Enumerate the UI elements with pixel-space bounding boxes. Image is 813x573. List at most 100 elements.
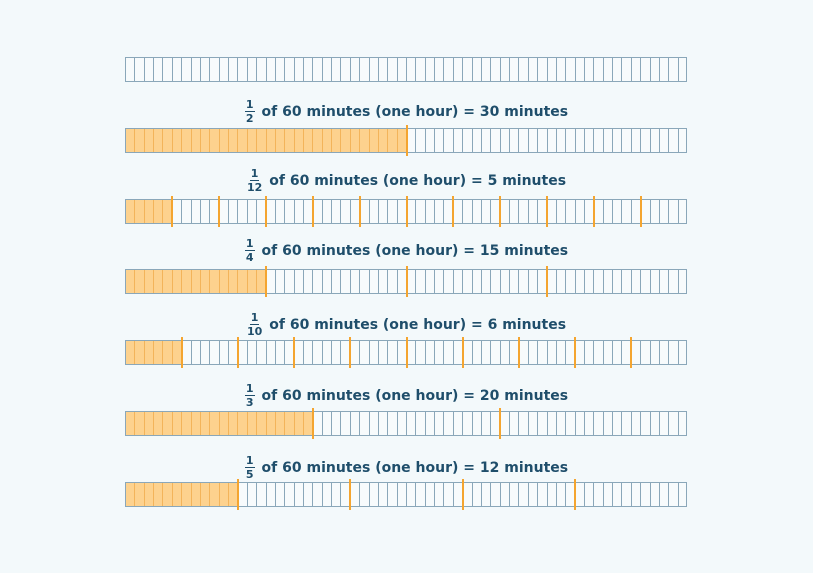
- minute-divider: [490, 200, 492, 223]
- minute-divider: [415, 412, 417, 435]
- minute-divider: [490, 58, 492, 81]
- minute-divider: [518, 200, 520, 223]
- minute-divider: [302, 129, 304, 152]
- minute-divider: [415, 129, 417, 152]
- minute-divider: [443, 200, 445, 223]
- minute-divider: [387, 129, 389, 152]
- minute-divider: [284, 483, 286, 506]
- minute-divider: [359, 270, 361, 293]
- minute-divider: [565, 341, 567, 364]
- minute-divider: [199, 129, 201, 152]
- minute-divider: [171, 129, 173, 152]
- minute-divider: [574, 129, 576, 152]
- minute-divider: [406, 58, 407, 81]
- minute-divider: [237, 412, 239, 435]
- minute-divider: [612, 200, 614, 223]
- minute-divider: [396, 270, 398, 293]
- minute-divider: [640, 341, 642, 364]
- minute-divider: [302, 341, 304, 364]
- minute-divider: [190, 200, 192, 223]
- minute-divider: [452, 412, 454, 435]
- minute-divider: [574, 58, 576, 81]
- minute-divider: [649, 412, 651, 435]
- minute-divider: [658, 483, 660, 506]
- minute-divider: [462, 58, 464, 81]
- minute-divider: [649, 341, 651, 364]
- minute-divider: [677, 129, 679, 152]
- minute-divider: [434, 412, 436, 435]
- minute-divider: [640, 129, 642, 152]
- minute-divider: [377, 58, 379, 81]
- minute-divider: [228, 412, 230, 435]
- minute-divider: [527, 270, 529, 293]
- minute-divider: [424, 483, 426, 506]
- minute-divider: [284, 58, 286, 81]
- minute-divider: [630, 200, 632, 223]
- minute-divider: [218, 483, 220, 506]
- minute-divider: [246, 341, 248, 364]
- minute-divider: [415, 58, 417, 81]
- minute-divider: [452, 483, 454, 506]
- minute-divider: [640, 483, 642, 506]
- denominator: 5: [245, 468, 254, 481]
- fraction-marker: [405, 125, 408, 156]
- minute-divider: [377, 200, 379, 223]
- numerator: 1: [244, 454, 255, 468]
- minute-divider: [443, 270, 445, 293]
- minute-divider: [199, 483, 201, 506]
- minute-divider: [228, 58, 230, 81]
- fraction-marker: [218, 196, 221, 227]
- minute-divider: [649, 200, 651, 223]
- fraction-marker: [499, 408, 502, 439]
- minute-divider: [462, 270, 464, 293]
- numerator: 1: [249, 311, 260, 325]
- minute-divider: [509, 58, 511, 81]
- minute-divider: [274, 483, 276, 506]
- minute-divider: [583, 129, 585, 152]
- minute-divider: [181, 270, 183, 293]
- minute-divider: [162, 483, 164, 506]
- minute-divider: [471, 483, 473, 506]
- minute-divider: [518, 58, 520, 81]
- minute-divider: [406, 412, 407, 435]
- minute-divider: [415, 483, 417, 506]
- minute-divider: [321, 200, 323, 223]
- minute-divider: [284, 341, 286, 364]
- minute-divider: [612, 58, 614, 81]
- minute-divider: [340, 270, 342, 293]
- minute-divider: [349, 270, 351, 293]
- minute-divider: [677, 270, 679, 293]
- minute-divider: [527, 483, 529, 506]
- denominator: 4: [245, 251, 254, 264]
- minute-divider: [565, 200, 567, 223]
- minute-divider: [583, 412, 585, 435]
- minute-divider: [293, 129, 295, 152]
- minute-divider: [527, 200, 529, 223]
- minute-divider: [359, 412, 361, 435]
- minute-divider: [574, 200, 576, 223]
- minute-divider: [499, 58, 501, 81]
- minute-divider: [583, 200, 585, 223]
- minute-divider: [171, 412, 173, 435]
- minute-divider: [555, 58, 557, 81]
- minute-divider: [153, 200, 155, 223]
- fraction-marker: [311, 408, 314, 439]
- minute-divider: [162, 412, 164, 435]
- minute-divider: [171, 341, 173, 364]
- minute-bar: [125, 479, 687, 510]
- fraction-marker: [236, 337, 239, 368]
- minute-divider: [527, 341, 529, 364]
- minute-divider: [602, 341, 604, 364]
- minute-divider: [265, 58, 267, 81]
- minute-divider: [162, 270, 164, 293]
- minute-divider: [518, 129, 520, 152]
- minute-divider: [593, 412, 595, 435]
- minute-divider: [668, 483, 670, 506]
- numerator: 1: [244, 382, 255, 396]
- minute-divider: [293, 58, 295, 81]
- minute-divider: [602, 58, 604, 81]
- minute-divider: [349, 58, 351, 81]
- minute-divider: [443, 412, 445, 435]
- minute-bar: [125, 337, 687, 368]
- fraction-marker: [349, 479, 352, 510]
